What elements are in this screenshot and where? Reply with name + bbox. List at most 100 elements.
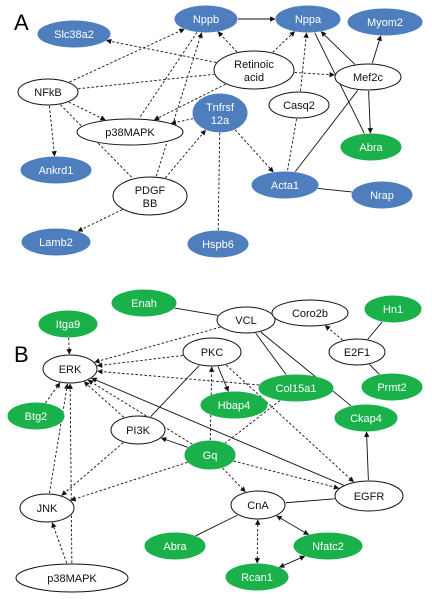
node-shape-e2f1 xyxy=(328,338,386,366)
node-tnfrsf12a: Tnfrsf 12a xyxy=(192,93,248,133)
edge-itga9-erk xyxy=(66,337,72,355)
node-shape-p38b xyxy=(15,563,129,593)
node-label-hspb6: Hspb6 xyxy=(202,239,234,251)
node-label-pdgfbb: PDGF BB xyxy=(135,185,166,210)
node-shape-vcl xyxy=(216,306,276,334)
node-label-slc38a2: Slc38a2 xyxy=(54,29,94,41)
node-nppa: Nppa xyxy=(275,5,341,33)
node-coro2b: Coro2b xyxy=(271,299,349,327)
node-label-tnfrsf12a: Tnfrsf 12a xyxy=(206,102,235,127)
edge-cna-nfatc2 xyxy=(276,515,310,535)
node-label-p38b: p38MAPK xyxy=(47,573,97,585)
node-shape-acta1 xyxy=(251,171,319,199)
node-nfkb: NFkB xyxy=(17,78,79,106)
node-shape-pkc xyxy=(182,337,242,367)
edge-retinoic-mef2c xyxy=(294,71,335,78)
node-erk: ERK xyxy=(42,354,98,384)
node-shape-nrap xyxy=(351,181,413,209)
edge-mef2c-abra_a xyxy=(367,90,373,134)
node-btg2: Btg2 xyxy=(7,402,65,430)
node-shape-gq xyxy=(184,440,236,470)
edge-cna-rcan1 xyxy=(254,519,261,564)
edge-pdgfbb-nppb xyxy=(155,32,203,177)
node-shape-nppa xyxy=(275,5,341,33)
edge-tnfrsf12a-acta1 xyxy=(234,129,274,173)
node-e2f1: E2F1 xyxy=(328,338,386,366)
node-label-vcl: VCL xyxy=(235,315,256,327)
node-abra_b: Abra xyxy=(144,532,206,560)
node-retinoic: Retinoic acid xyxy=(213,50,295,90)
node-shape-mef2c xyxy=(334,63,402,91)
edge-acta1-nrap xyxy=(317,187,352,193)
node-label-pkc: PKC xyxy=(201,347,224,359)
node-hn1: Hn1 xyxy=(364,295,422,323)
node-cna: CnA xyxy=(230,490,286,520)
edge-ckap4-egfr xyxy=(364,431,370,481)
node-label-pi3k: PI3K xyxy=(126,425,151,437)
node-shape-slc38a2 xyxy=(37,20,111,48)
node-shape-nfatc2 xyxy=(293,532,363,560)
node-shape-enah xyxy=(111,289,177,317)
node-myom2: Myom2 xyxy=(347,8,423,36)
node-pkc: PKC xyxy=(182,337,242,367)
node-casq2: Casq2 xyxy=(268,91,330,119)
node-shape-cna xyxy=(230,490,286,520)
edge-nfkb-retinoic xyxy=(78,73,215,90)
node-shape-hn1 xyxy=(364,295,422,323)
node-label-abra_a: Abra xyxy=(359,142,383,154)
edge-gq-cna xyxy=(222,467,246,493)
edge-retinoic-slc38a2 xyxy=(105,38,217,63)
edge-egfr-erk xyxy=(91,377,344,486)
node-shape-btg2 xyxy=(7,402,65,430)
node-hbap4: Hbap4 xyxy=(200,391,268,419)
edge-vcl-col15a1 xyxy=(255,332,287,375)
edge-cna-egfr xyxy=(285,498,335,504)
node-label-cna: CnA xyxy=(247,500,269,512)
node-label-hn1: Hn1 xyxy=(383,304,403,316)
node-label-retinoic: Retinoic acid xyxy=(234,59,274,84)
node-acta1: Acta1 xyxy=(251,171,319,199)
panel-label-a: A xyxy=(14,10,29,35)
edge-gq-egfr xyxy=(233,460,340,490)
node-label-ankrd1: Ankrd1 xyxy=(39,165,74,177)
edge-enah-vcl xyxy=(174,307,218,316)
edge-pkc-egfr xyxy=(225,364,354,483)
node-shape-abra_b xyxy=(144,532,206,560)
node-label-jnk: JNK xyxy=(37,503,58,515)
node-label-col15a1: Col15a1 xyxy=(276,383,317,395)
node-label-erk: ERK xyxy=(59,364,82,376)
edge-pdgfbb-lamb2 xyxy=(77,209,123,232)
node-shape-ckap4 xyxy=(334,404,398,432)
node-shape-ankrd1 xyxy=(20,156,92,184)
edge-e2f1-prmt2 xyxy=(369,364,380,375)
node-label-gq: Gq xyxy=(203,450,218,462)
edge-rcan1-nfatc2 xyxy=(278,555,306,568)
edge-mef2c-acta1 xyxy=(294,89,359,173)
node-shape-retinoic xyxy=(213,50,295,90)
panel-label-b: B xyxy=(14,342,29,367)
node-label-egfr: EGFR xyxy=(354,491,385,503)
node-label-nppa: Nppa xyxy=(295,14,322,26)
edge-tnfrsf12a-hspb6 xyxy=(217,132,221,231)
edge-nppb-p38a xyxy=(138,32,198,119)
node-gq: Gq xyxy=(184,440,236,470)
node-rcan1: Rcan1 xyxy=(225,563,289,591)
node-label-p38a: p38MAPK xyxy=(105,127,155,139)
edge-casq2-acta1 xyxy=(286,118,298,172)
node-label-rcan1: Rcan1 xyxy=(241,572,273,584)
node-label-ckap4: Ckap4 xyxy=(350,413,382,425)
node-shape-erk xyxy=(42,354,98,384)
node-pdgfbb: PDGF BB xyxy=(112,176,188,216)
node-label-lamb2: Lamb2 xyxy=(39,237,73,249)
node-shape-pdgfbb xyxy=(112,176,188,216)
node-p38a: p38MAPK xyxy=(76,118,184,146)
node-nrap: Nrap xyxy=(351,181,413,209)
edge-jnk-erk xyxy=(49,383,70,494)
node-shape-jnk xyxy=(19,493,75,523)
edge-p38b-erk xyxy=(67,383,73,564)
node-shape-rcan1 xyxy=(225,563,289,591)
node-shape-egfr xyxy=(334,480,404,512)
node-label-coro2b: Coro2b xyxy=(292,308,328,320)
edge-cna-abra_b xyxy=(195,514,238,537)
